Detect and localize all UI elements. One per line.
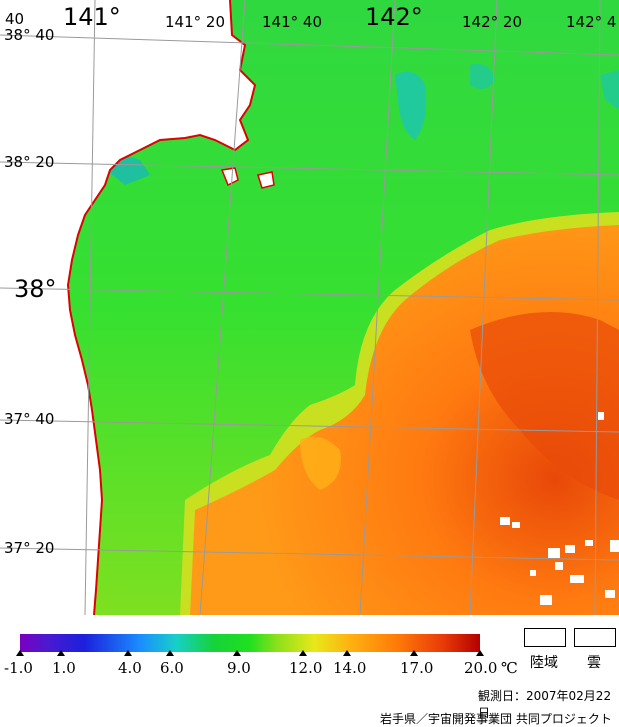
lon-label-141-40: 141° 40 (262, 13, 322, 31)
colorbar-unit: ℃ (501, 659, 518, 677)
lon-label-142: 142° (365, 3, 423, 31)
lat-label-38-20: 38° 20 (4, 153, 55, 171)
colorbar-tick (124, 650, 132, 656)
colorbar-tick (299, 650, 307, 656)
colorbar-tick (16, 650, 24, 656)
colorbar-label: 9.0 (227, 659, 251, 677)
cold-water-patch (395, 71, 427, 140)
colorbar-label: -1.0 (4, 659, 33, 677)
island (257, 171, 275, 189)
colorbar-label: 6.0 (160, 659, 184, 677)
cold-water-patch (470, 64, 495, 89)
colorbar-label: 14.0 (333, 659, 367, 677)
graticule (0, 0, 619, 615)
colorbar-tick (233, 650, 241, 656)
warm-core (470, 312, 619, 500)
colorbar-tick (410, 650, 418, 656)
colorbar-label: 4.0 (118, 659, 142, 677)
colorbar-label: 17.0 (400, 659, 434, 677)
colorbar-tick (166, 650, 174, 656)
lat-label-38: 38° (14, 275, 57, 303)
colorbar-tick (343, 650, 351, 656)
coastline (66, 0, 257, 615)
colorbar-label: 1.0 (52, 659, 76, 677)
cloud-legend-swatch (574, 628, 616, 647)
lat-label-37-40: 37° 40 (4, 410, 55, 428)
island (220, 167, 239, 187)
cloud-pixels (500, 412, 619, 605)
land-legend-swatch (524, 628, 566, 647)
observation-date: 観測日：2007年02月22日 (478, 689, 612, 720)
temperature-colorbar (20, 634, 480, 652)
lat-label-37-20: 37° 20 (4, 539, 55, 557)
colorbar-tick (57, 650, 65, 656)
lon-label-142-20: 142° 20 (462, 13, 522, 31)
sea-surface-temperature-map (0, 0, 619, 615)
credit-line: 岩手県／宇宙開発事業団 共同プロジェクト (380, 712, 612, 726)
colorbar-tick (476, 650, 484, 656)
land-area (0, 0, 255, 615)
lon-label-141-20: 141° 20 (165, 13, 225, 31)
colorbar-label: 20.0 (464, 659, 498, 677)
warm-intrusion (300, 436, 341, 490)
lon-label-141: 141° (63, 3, 121, 31)
corner-label: 40 (5, 10, 25, 28)
cloud-legend-label: 雲 (587, 655, 601, 671)
lon-label-142-40: 142° 4 (566, 13, 617, 31)
lat-label-38-40: 38° 40 (4, 26, 55, 44)
land-legend-label: 陸域 (530, 655, 558, 671)
cold-water-patch (600, 70, 619, 110)
colorbar-label: 12.0 (289, 659, 323, 677)
